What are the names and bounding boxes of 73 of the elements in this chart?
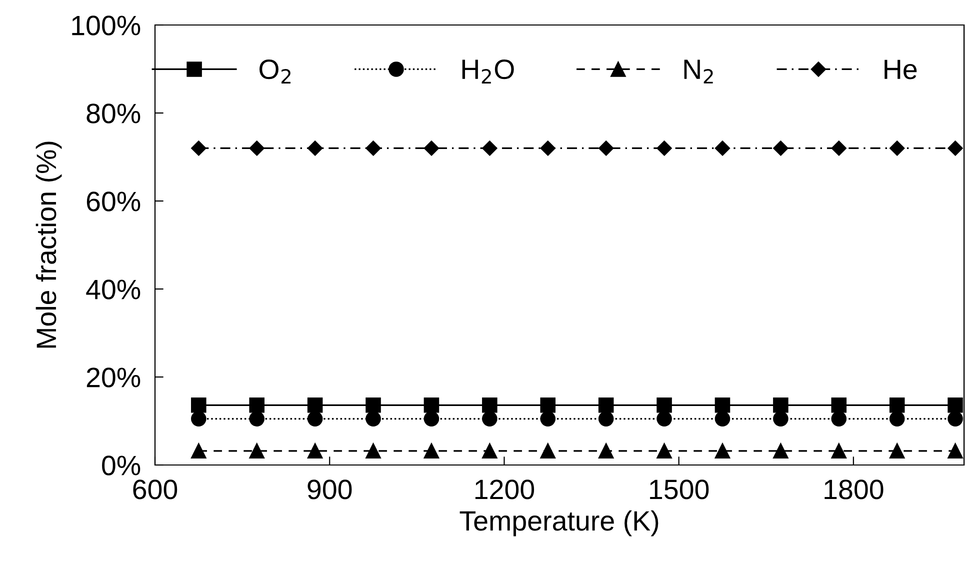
point [366,398,381,413]
point [656,140,672,156]
point [249,140,264,156]
point [656,411,672,426]
legend-label: He [884,60,917,80]
point [482,411,498,426]
x-tick-label: 1200 [475,480,534,500]
legend-label: H$_{2}$O [462,59,514,84]
point [831,140,846,156]
point [831,411,847,426]
point [482,140,498,156]
point [424,411,440,426]
point [948,398,963,413]
point [249,443,264,459]
point [307,140,323,156]
point [714,443,730,459]
point [831,443,847,459]
point [191,443,206,459]
point [540,140,556,156]
point [191,411,206,426]
point [598,411,614,426]
point [191,140,206,156]
point [831,398,847,413]
point [366,140,381,156]
point [424,140,440,156]
x-axis-title: Temperature (K) [460,510,658,536]
point [424,443,440,459]
point [948,443,963,459]
point [598,443,614,459]
y-tick-label: 0% [102,456,140,476]
x-tick-label: 1500 [650,480,709,500]
point [948,411,963,426]
point [307,411,323,426]
point [714,398,730,413]
point [773,443,788,459]
point [540,411,556,426]
point [249,398,264,413]
y-tick-label: 100% [72,16,140,36]
point [889,443,905,459]
point [656,398,672,413]
x-tick-label: 600 [133,480,178,500]
y-tick-label: 40% [86,280,140,300]
y-tick-label: 60% [86,192,140,212]
point [948,140,963,156]
y-tick-label: 80% [86,104,140,124]
y-tick-label: 20% [86,368,140,388]
x-tick-label: 900 [308,480,352,500]
point [889,411,905,426]
point [482,398,498,413]
point [307,398,323,413]
point [366,443,381,459]
point [249,411,264,426]
point [598,398,614,413]
y-axis-title: Mole fraction (%) [36,142,62,348]
point [366,411,381,426]
point [307,443,323,459]
point [890,140,905,156]
point [889,398,905,413]
point [424,398,440,413]
point [598,140,614,156]
point [540,398,556,413]
point [773,140,788,156]
point [714,411,730,426]
point [714,140,730,156]
x-tick-label: 1800 [824,480,884,500]
legend-label: O$_{2}$ [260,59,290,84]
point [482,443,498,459]
legend-label: N$_{2}$ [684,60,713,84]
point [773,411,788,426]
point [656,443,672,459]
point [191,398,206,413]
point [773,398,788,413]
point [540,443,556,459]
